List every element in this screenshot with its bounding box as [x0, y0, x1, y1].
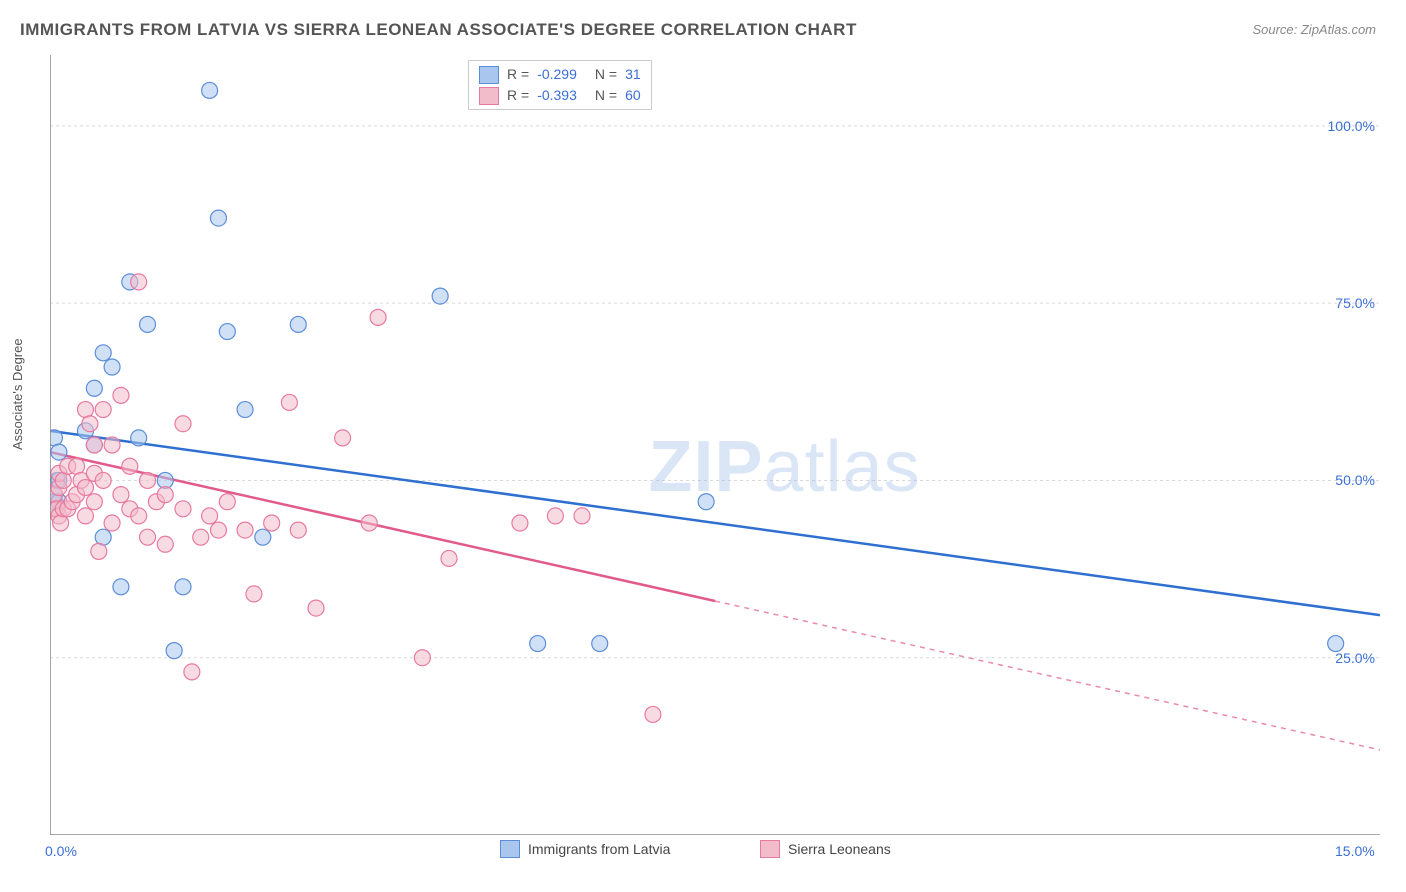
r-value: -0.299 [537, 64, 577, 85]
r-value: -0.393 [537, 85, 577, 106]
legend-stat-row: R = -0.393 N = 60 [479, 85, 641, 106]
plot-area [50, 55, 1380, 835]
legend-swatch [479, 87, 499, 105]
n-value: 60 [625, 85, 641, 106]
legend-swatch [760, 840, 780, 858]
legend-series-name: Sierra Leoneans [788, 841, 891, 857]
chart-title: IMMIGRANTS FROM LATVIA VS SIERRA LEONEAN… [20, 20, 857, 40]
y-tick-label: 25.0% [1320, 650, 1375, 666]
y-axis-label: Associate's Degree [10, 338, 25, 450]
r-label: R = [507, 64, 529, 85]
legend-swatch [500, 840, 520, 858]
x-tick-label: 0.0% [45, 843, 77, 859]
n-label: N = [595, 85, 617, 106]
y-tick-label: 100.0% [1320, 118, 1375, 134]
x-tick-label: 15.0% [1335, 843, 1375, 859]
y-tick-label: 75.0% [1320, 295, 1375, 311]
legend-series: Sierra Leoneans [760, 840, 891, 858]
scatter-plot-svg [50, 55, 1380, 835]
legend-stat-row: R = -0.299 N = 31 [479, 64, 641, 85]
y-tick-label: 50.0% [1320, 472, 1375, 488]
n-value: 31 [625, 64, 641, 85]
legend-series: Immigrants from Latvia [500, 840, 670, 858]
source-label: Source: ZipAtlas.com [1252, 22, 1376, 37]
n-label: N = [595, 64, 617, 85]
legend-stats: R = -0.299 N = 31 R = -0.393 N = 60 [468, 60, 652, 110]
r-label: R = [507, 85, 529, 106]
legend-series-name: Immigrants from Latvia [528, 841, 670, 857]
legend-swatch [479, 66, 499, 84]
